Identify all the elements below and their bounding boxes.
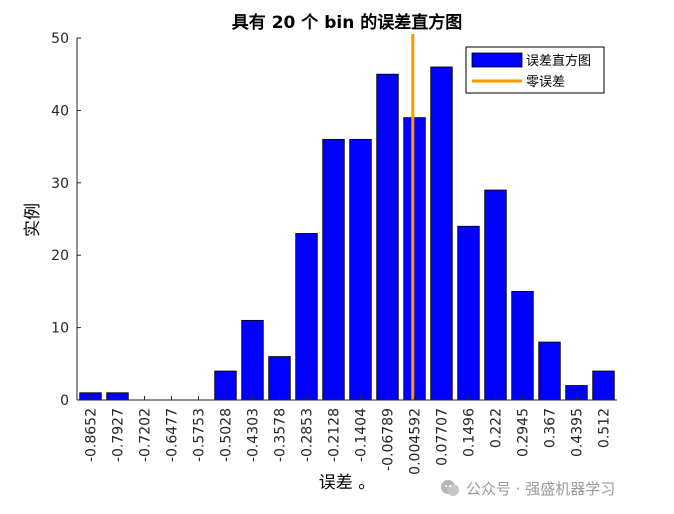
bar--0.2128 bbox=[322, 138, 345, 401]
bar-0.2945 bbox=[511, 290, 534, 401]
x-tick-label: -0.7202 bbox=[138, 408, 154, 462]
y-tick-label: 10 bbox=[51, 321, 69, 337]
x-tick-label: 0.222 bbox=[489, 408, 505, 448]
bar-0.512 bbox=[592, 370, 615, 401]
x-tick-label: -0.2853 bbox=[300, 408, 316, 462]
bar--0.5028 bbox=[214, 370, 237, 401]
x-tick-label: -0.7927 bbox=[111, 408, 127, 462]
bar-0.07707 bbox=[430, 66, 453, 401]
y-tick-labels: 0 10 20 30 40 50 bbox=[51, 31, 69, 409]
legend-swatch-histogram bbox=[471, 52, 523, 68]
x-tick-label: 0.004592 bbox=[408, 408, 424, 475]
watermark-text: 公众号 · 强盛机器学习 bbox=[466, 479, 616, 498]
bar--0.3578 bbox=[268, 356, 291, 401]
x-tick-label: 0.367 bbox=[543, 408, 559, 448]
x-tick-label: 0.07707 bbox=[435, 408, 451, 466]
watermark: 公众号 · 强盛机器学习 bbox=[440, 476, 666, 500]
chart-title: 具有 20 个 bin 的误差直方图 bbox=[231, 12, 462, 33]
x-tick-label: -0.8652 bbox=[84, 408, 100, 462]
bar-0.367 bbox=[538, 341, 561, 401]
bar--0.2853 bbox=[295, 233, 318, 401]
x-tick-label: 0.512 bbox=[597, 408, 613, 448]
wechat-icon bbox=[441, 480, 459, 496]
x-tick-label: -0.2128 bbox=[327, 408, 343, 462]
bar--0.1404 bbox=[349, 138, 372, 401]
legend-label-histogram: 误差直方图 bbox=[526, 53, 591, 69]
bars-group bbox=[79, 66, 615, 401]
x-tick-label: -0.1404 bbox=[354, 408, 370, 462]
x-tick-label: -0.5753 bbox=[192, 408, 208, 462]
x-tick-label: -0.06789 bbox=[381, 408, 397, 471]
bar--0.06789 bbox=[376, 73, 399, 401]
y-tick-label: 20 bbox=[51, 248, 69, 264]
y-axis-label: 实例 bbox=[23, 203, 43, 237]
y-tick-label: 40 bbox=[51, 103, 69, 119]
x-tick-labels: -0.8652 -0.7927 -0.7202 -0.6477 -0.5753 -0.50… bbox=[84, 408, 613, 475]
bar-0.1496 bbox=[457, 225, 480, 401]
y-tick-label: 30 bbox=[51, 176, 69, 192]
bar-0.222 bbox=[484, 189, 507, 401]
x-tick-label: -0.4303 bbox=[246, 408, 262, 462]
y-tick-label: 50 bbox=[51, 31, 69, 47]
axes-group bbox=[76, 37, 617, 401]
bar-0.004592 bbox=[403, 117, 426, 401]
x-tick-label: -0.5028 bbox=[219, 408, 235, 462]
x-tick-label: 0.4395 bbox=[570, 408, 586, 457]
x-tick-label: -0.6477 bbox=[165, 408, 181, 462]
x-tick-label: 0.2945 bbox=[516, 408, 532, 457]
legend-label-zero-error: 零误差 bbox=[526, 75, 565, 90]
legend: 误差直方图 零误差 bbox=[465, 46, 605, 94]
bar--0.4303 bbox=[241, 319, 264, 401]
x-axis-label: 误差 。 bbox=[319, 473, 375, 493]
x-tick-label: 0.1496 bbox=[462, 408, 478, 457]
x-tick-label: -0.3578 bbox=[273, 408, 289, 462]
y-tick-label: 0 bbox=[60, 393, 69, 409]
